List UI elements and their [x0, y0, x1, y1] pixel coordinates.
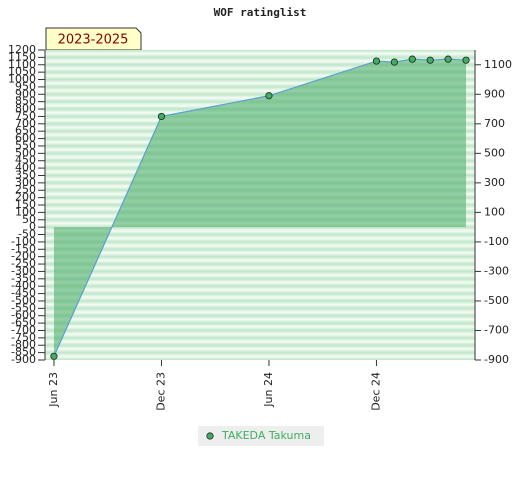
y-tick-label: 250	[15, 183, 36, 196]
x-tick-label: Jun 23	[47, 372, 60, 408]
y-tick-label: -850	[11, 346, 36, 359]
y-tick-label: 1200	[8, 43, 36, 56]
point	[444, 55, 452, 63]
y-tick-label: 1050	[8, 65, 36, 78]
y2-tick-label: -500	[484, 294, 509, 307]
x-tick-label: Jun 24	[262, 372, 275, 408]
y-tick-label: -500	[11, 294, 36, 307]
y2-tick-label: 700	[484, 117, 505, 130]
y-tick-label: 1150	[8, 50, 36, 63]
y2-tick-label: 100	[484, 205, 505, 218]
y-tick-label: 50	[22, 213, 36, 226]
y-tick-label: 550	[15, 139, 36, 152]
y-tick-label: 0	[29, 220, 36, 233]
area	[53, 59, 467, 357]
y-tick-label: 500	[15, 146, 36, 159]
y2-tick-label: -700	[484, 323, 509, 336]
y2-tick-label: 300	[484, 176, 505, 189]
y-tick-label: -800	[11, 338, 36, 351]
y-tick-label: -50	[18, 228, 36, 241]
x-tick-label: Dec 24	[369, 372, 382, 411]
point	[426, 56, 434, 64]
badge-box	[45, 27, 142, 51]
y-tick-label: 400	[15, 161, 36, 174]
legend-box	[198, 426, 324, 446]
y-tick-label: -250	[11, 257, 36, 270]
chart-title: WOF ratinglist	[214, 6, 307, 19]
y-tick-label: -550	[11, 301, 36, 314]
point	[390, 58, 398, 66]
y-tick-label: 300	[15, 176, 36, 189]
point	[50, 352, 58, 360]
y-tick-label: -700	[11, 323, 36, 336]
y2-tick-label: 1100	[484, 58, 512, 71]
y2-tick-label: -100	[484, 235, 509, 248]
y-tick-label: 850	[15, 95, 36, 108]
y-tick-label: -400	[11, 279, 36, 292]
y-tick-label: 450	[15, 154, 36, 167]
y-tick-label: 600	[15, 132, 36, 145]
point	[408, 55, 416, 63]
y-tick-label: 900	[15, 87, 36, 100]
y-tick-label: -150	[11, 242, 36, 255]
legend-marker	[206, 432, 214, 440]
y-tick-label: -600	[11, 309, 36, 322]
y-tick-label: 750	[15, 109, 36, 122]
badge: 2023-2025	[58, 33, 129, 48]
point	[265, 92, 273, 100]
y-tick-label: 650	[15, 124, 36, 137]
y-tick-label: -300	[11, 264, 36, 277]
y-tick-label: 1100	[8, 58, 36, 71]
point	[157, 112, 166, 121]
y-tick-label: 700	[15, 117, 36, 130]
y-tick-label: 950	[15, 80, 36, 93]
y-tick-label: 200	[15, 191, 36, 204]
legend-label: TAKEDA Takuma	[221, 429, 311, 442]
y-tick-label: -350	[11, 272, 36, 285]
y-tick-label: -650	[11, 316, 36, 329]
y2-tick-label: 900	[484, 87, 505, 100]
y-tick-label: 800	[15, 102, 36, 115]
y2-tick-label: -900	[484, 353, 509, 366]
y2-tick-label: 500	[484, 146, 505, 159]
y2-tick-label: -300	[484, 264, 509, 277]
y-tick-label: 1000	[8, 73, 36, 86]
y-tick-label: -900	[11, 353, 36, 366]
point	[372, 57, 381, 65]
y-tick-label: 100	[15, 205, 36, 218]
y-tick-label: -450	[11, 287, 36, 300]
x-tick-label: Dec 23	[154, 372, 167, 411]
y-tick-label: 350	[15, 168, 36, 181]
y-tick-label: -100	[11, 235, 36, 248]
y-tick-label: -200	[11, 250, 36, 263]
point	[462, 56, 470, 64]
y-tick-label: 150	[15, 198, 36, 211]
y-tick-label: -750	[11, 331, 36, 344]
